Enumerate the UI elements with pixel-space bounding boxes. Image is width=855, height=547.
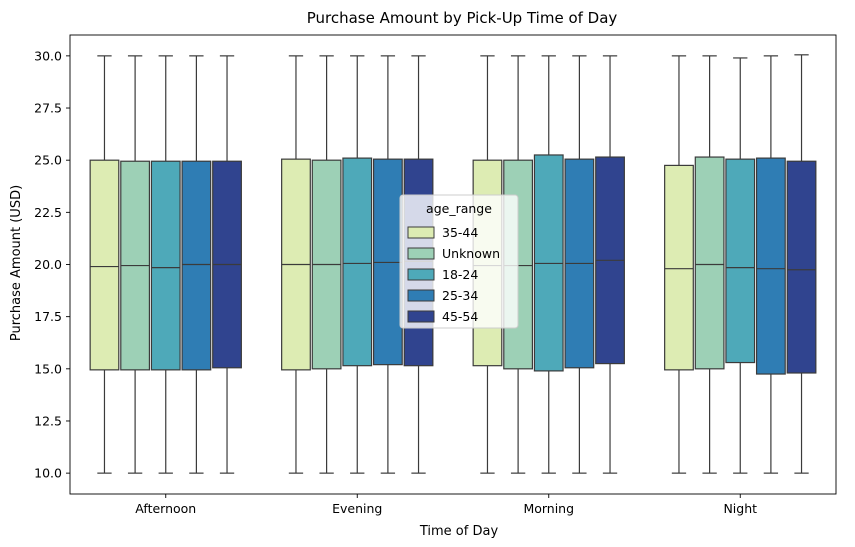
legend-swatch bbox=[407, 247, 435, 260]
box bbox=[664, 55, 694, 474]
y-tick-label: 22.5 bbox=[34, 205, 62, 220]
y-tick-label: 20.0 bbox=[34, 257, 62, 272]
y-axis-label: Purchase Amount (USD) bbox=[9, 185, 24, 341]
box-iqr bbox=[664, 164, 694, 371]
legend-swatch bbox=[407, 289, 435, 302]
y-tick-label: 30.0 bbox=[34, 48, 62, 63]
legend-entry-label: 18-24 bbox=[442, 267, 478, 282]
legend-swatch bbox=[407, 268, 435, 281]
x-tick-label: Afternoon bbox=[135, 501, 196, 516]
x-tick-label: Evening bbox=[332, 501, 382, 516]
y-tick-label: 25.0 bbox=[34, 153, 62, 168]
x-tick-label: Morning bbox=[523, 501, 574, 516]
box bbox=[694, 55, 725, 474]
series-18-24 bbox=[150, 55, 756, 474]
box-iqr bbox=[755, 157, 786, 375]
box bbox=[725, 57, 756, 474]
y-axis-ticks: 10.0 12.5 15.0 17.5 20.0 22.5 25.0 27.5 30.0 bbox=[34, 48, 70, 481]
x-tick-label: Night bbox=[723, 501, 757, 516]
y-tick-label: 17.5 bbox=[34, 309, 62, 324]
legend-title: age_range bbox=[426, 201, 492, 216]
y-tick-label: 10.0 bbox=[34, 466, 62, 481]
y-tick-label: 27.5 bbox=[34, 101, 62, 116]
series-45-54 bbox=[212, 54, 817, 474]
legend-entry-label: 35-44 bbox=[442, 225, 478, 240]
legend-entry-label: 25-34 bbox=[442, 288, 478, 303]
box bbox=[181, 55, 212, 474]
box-iqr bbox=[150, 160, 181, 371]
box-iqr bbox=[694, 156, 725, 370]
legend-entry-label: Unknown bbox=[442, 246, 500, 261]
box-iqr bbox=[786, 160, 817, 374]
box-iqr bbox=[89, 159, 120, 371]
box bbox=[755, 55, 786, 474]
box bbox=[212, 55, 242, 474]
legend-entry-label: 45-54 bbox=[442, 309, 478, 324]
y-tick-label: 15.0 bbox=[34, 361, 62, 376]
box-iqr bbox=[342, 157, 373, 367]
box bbox=[372, 55, 403, 474]
box bbox=[311, 55, 342, 474]
box-iqr bbox=[181, 160, 212, 371]
box bbox=[342, 55, 373, 474]
box bbox=[595, 55, 625, 474]
box-iqr bbox=[725, 158, 756, 364]
legend-swatch bbox=[407, 310, 435, 323]
box bbox=[564, 55, 595, 474]
series-25-34 bbox=[181, 55, 786, 474]
box bbox=[150, 55, 181, 474]
x-axis-ticks: Afternoon Evening Morning Night bbox=[135, 494, 757, 516]
chart-title: Purchase Amount by Pick-Up Time of Day bbox=[307, 9, 618, 27]
box bbox=[120, 55, 151, 474]
x-axis-label: Time of Day bbox=[419, 524, 499, 539]
box bbox=[281, 55, 311, 474]
box bbox=[89, 55, 120, 474]
box bbox=[533, 55, 564, 474]
legend-swatch bbox=[407, 226, 435, 239]
box bbox=[786, 54, 817, 474]
y-tick-label: 12.5 bbox=[34, 413, 62, 428]
legend[interactable]: age_range 35-44 Unknown 18-24 25-34 45-54 bbox=[399, 194, 519, 329]
